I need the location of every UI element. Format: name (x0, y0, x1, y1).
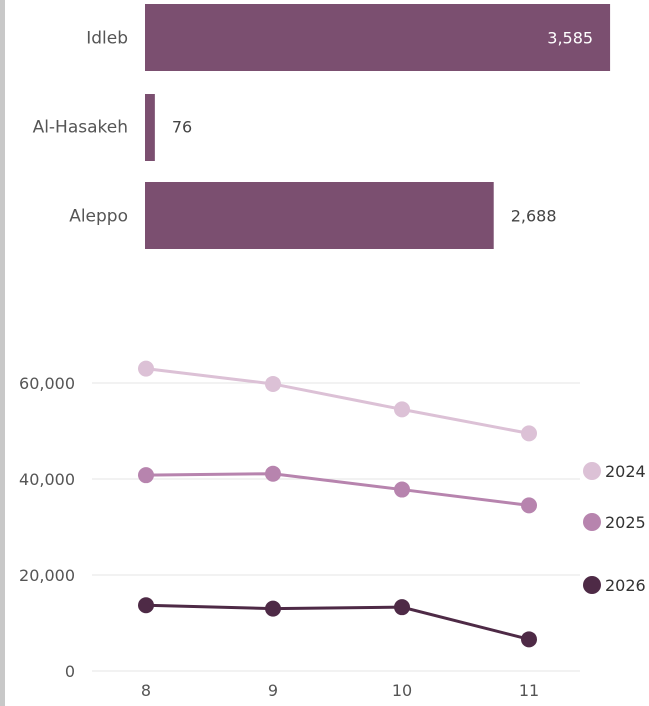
y-tick-label: 20,000 (19, 566, 75, 585)
bar-value-label: 76 (172, 118, 192, 137)
series-line-2024 (145, 367, 530, 435)
data-point-2025[interactable] (521, 497, 537, 514)
data-point-2026[interactable] (265, 600, 281, 617)
legend-label-2025: 2025 (605, 513, 646, 532)
bar-category-label: Al-Hasakeh (33, 118, 128, 138)
legend-label-2026: 2026 (605, 576, 646, 595)
legend-marker-2026 (583, 576, 601, 594)
data-point-2024[interactable] (394, 401, 410, 418)
legend-label-2024: 2024 (605, 462, 646, 481)
left-edge-divider (0, 0, 5, 706)
x-tick-label: 9 (268, 681, 278, 700)
data-point-2025[interactable] (394, 481, 410, 498)
legend-marker-2025 (583, 513, 601, 531)
data-point-2026[interactable] (138, 597, 154, 614)
y-tick-label: 60,000 (19, 374, 75, 393)
bar-category-label: Idleb (86, 29, 128, 49)
line-chart: 0 20,000 40,000 60,000 8 9 10 11 2024 2025 2026 (19, 360, 646, 700)
data-point-2025[interactable] (138, 467, 154, 484)
bar-chart: Idleb 3,585 Al-Hasakeh 76 Aleppo 2,688 (33, 4, 611, 249)
data-point-2024[interactable] (521, 425, 537, 442)
legend-marker-2024 (583, 462, 601, 480)
y-tick-label: 40,000 (19, 470, 75, 489)
bar-category-label: Aleppo (69, 207, 128, 227)
bar-value-label: 3,585 (547, 29, 593, 48)
data-point-2025[interactable] (265, 465, 281, 482)
series-line-2026 (145, 603, 530, 641)
x-tick-label: 11 (519, 681, 539, 700)
bar-value-label: 2,688 (511, 207, 557, 226)
y-tick-label: 0 (65, 662, 75, 681)
bar-aleppo[interactable] (145, 182, 494, 249)
data-point-2026[interactable] (521, 631, 537, 648)
series-line-2025 (145, 472, 530, 507)
bar-al-hasakeh[interactable] (145, 94, 155, 161)
data-point-2024[interactable] (138, 360, 154, 377)
data-point-2024[interactable] (265, 375, 281, 392)
x-tick-label: 8 (141, 681, 151, 700)
data-point-2026[interactable] (394, 599, 410, 616)
bar-idleb[interactable] (145, 4, 611, 71)
x-tick-label: 10 (392, 681, 412, 700)
